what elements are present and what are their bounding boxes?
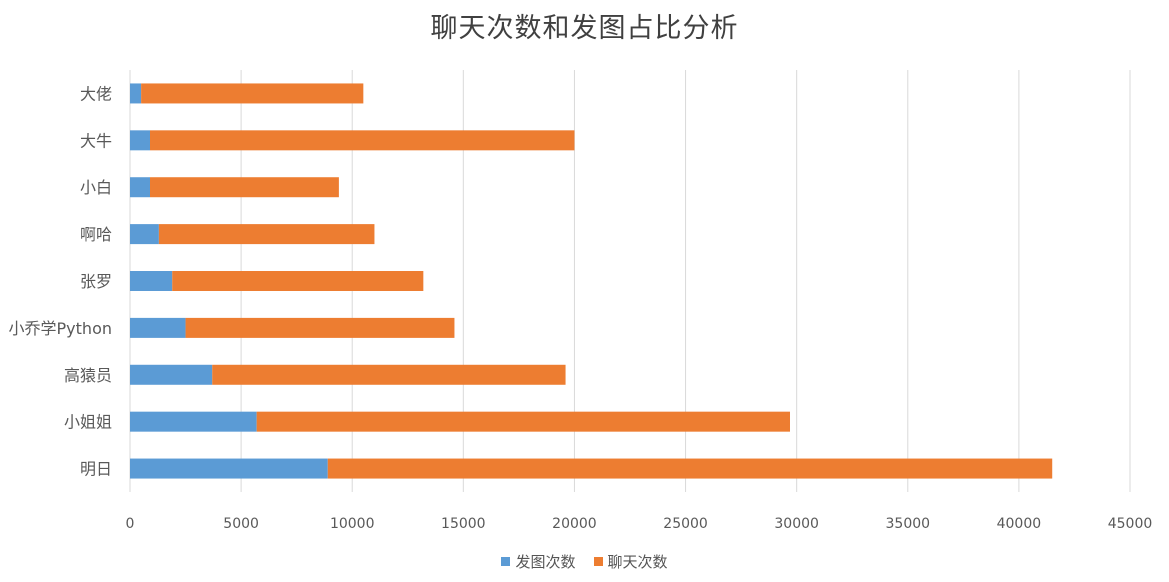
bar-segment bbox=[130, 458, 328, 479]
y-tick-label: 小姐姐 bbox=[64, 413, 112, 432]
y-tick-label: 大佬 bbox=[80, 84, 112, 103]
x-tick-label: 35000 bbox=[886, 516, 931, 532]
bar-segment bbox=[185, 317, 455, 338]
y-tick-label: 小乔学Python bbox=[9, 319, 112, 338]
y-tick-label: 啊哈 bbox=[80, 225, 112, 244]
y-tick-label: 张罗 bbox=[80, 272, 112, 291]
bar-segment bbox=[130, 271, 173, 291]
bar-segment bbox=[130, 224, 159, 245]
x-tick-label: 15000 bbox=[441, 516, 486, 532]
legend-label: 发图次数 bbox=[515, 553, 576, 571]
legend-item-series-2: 聊天次数 bbox=[593, 551, 668, 572]
y-tick-label: 小白 bbox=[80, 178, 112, 197]
bar-segment bbox=[130, 317, 186, 338]
bar-segment bbox=[172, 271, 424, 291]
bar-segment bbox=[150, 177, 339, 198]
bar-segment bbox=[130, 130, 150, 151]
legend-label: 聊天次数 bbox=[607, 553, 668, 571]
x-tick-label: 25000 bbox=[663, 516, 708, 532]
x-tick-label: 40000 bbox=[997, 516, 1042, 532]
bar-segment bbox=[256, 411, 791, 432]
bar-segment bbox=[150, 130, 575, 151]
y-tick-label: 大牛 bbox=[80, 131, 112, 150]
bar-segment bbox=[327, 458, 1053, 479]
legend-item-series-1: 发图次数 bbox=[501, 551, 576, 572]
chart-title: 聊天次数和发图占比分析 bbox=[430, 13, 739, 44]
bar-segment bbox=[130, 177, 150, 198]
x-tick-label: 20000 bbox=[552, 516, 597, 532]
bar-segment bbox=[130, 411, 257, 432]
bar-segment bbox=[130, 83, 142, 104]
x-tick-label: 10000 bbox=[330, 516, 375, 532]
bar-segment bbox=[141, 83, 364, 104]
x-tick-label: 30000 bbox=[774, 516, 819, 532]
legend: 发图次数 聊天次数 bbox=[0, 551, 1169, 572]
bar-segment bbox=[212, 364, 566, 385]
x-tick-label: 45000 bbox=[1108, 516, 1153, 532]
bar-segment bbox=[130, 364, 213, 385]
y-tick-label: 高猿员 bbox=[64, 366, 112, 385]
x-tick-label: 5000 bbox=[223, 516, 259, 532]
bar-segment bbox=[158, 224, 375, 245]
x-tick-label: 0 bbox=[126, 516, 135, 532]
y-tick-label: 明日 bbox=[80, 460, 112, 479]
legend-swatch bbox=[501, 557, 511, 566]
legend-swatch bbox=[593, 557, 603, 566]
